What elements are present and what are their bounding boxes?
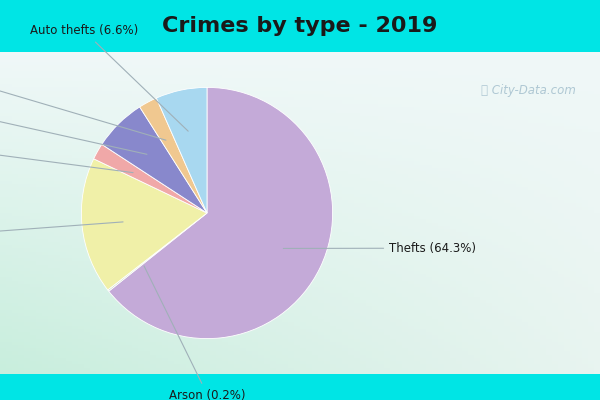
Wedge shape: [102, 107, 207, 213]
Text: Auto thefts (6.6%): Auto thefts (6.6%): [29, 24, 188, 131]
Wedge shape: [109, 88, 332, 338]
Text: Burglaries (17.6%): Burglaries (17.6%): [0, 222, 123, 242]
Wedge shape: [82, 159, 207, 290]
Text: Crimes by type - 2019: Crimes by type - 2019: [163, 16, 437, 36]
Text: ⓘ City-Data.com: ⓘ City-Data.com: [481, 84, 575, 97]
Text: Assaults (6.8%): Assaults (6.8%): [0, 104, 147, 154]
Text: Rapes (2.4%): Rapes (2.4%): [0, 71, 166, 140]
Wedge shape: [157, 88, 207, 213]
Wedge shape: [140, 98, 207, 213]
Wedge shape: [94, 144, 207, 213]
Text: Arson (0.2%): Arson (0.2%): [144, 266, 246, 400]
Text: Robberies (2.1%): Robberies (2.1%): [0, 141, 133, 173]
Text: Thefts (64.3%): Thefts (64.3%): [283, 242, 476, 255]
Wedge shape: [108, 213, 207, 291]
